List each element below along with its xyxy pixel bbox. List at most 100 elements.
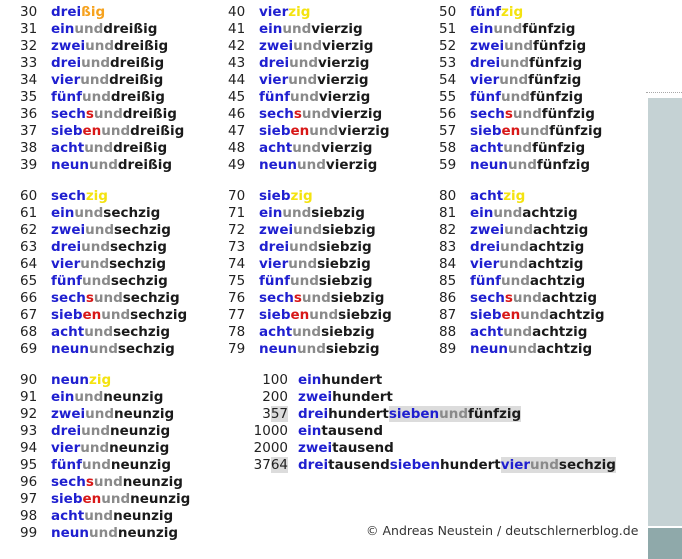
number-row: 51 einundfünfzig (439, 21, 602, 38)
word-part: sechzig (130, 307, 188, 323)
number-row: 60 sechzig (20, 188, 187, 205)
word-part: sechzig (113, 324, 171, 340)
word-part: sechzig (110, 239, 167, 255)
word-part: en (501, 123, 521, 139)
word-part: en (82, 491, 102, 507)
word-part: drei (51, 4, 82, 20)
word-part: und (292, 324, 322, 340)
word-part: siebzig (318, 273, 373, 289)
word-part: vierzig (311, 21, 363, 37)
word-part: sieb (470, 307, 502, 323)
word-part: und (504, 38, 534, 54)
word-part: vierzig (325, 157, 378, 173)
number-numeral: 87 (439, 307, 457, 323)
number-word: einundsechzig (51, 205, 160, 221)
number-numeral: 40 (228, 4, 246, 20)
word-part: und (439, 406, 469, 422)
word-part: hundert (328, 406, 389, 422)
number-row: 66 sechsundsechzig (20, 290, 187, 307)
word-part: und (500, 239, 529, 255)
number-word: zweiundsechzig (51, 222, 171, 238)
word-part: und (101, 491, 131, 507)
number-word: fünfundneunzig (51, 457, 171, 473)
number-row: 34 vierunddreißig (20, 72, 184, 89)
number-word: eintausend (298, 423, 383, 439)
number-word: einundvierzig (259, 21, 363, 37)
word-part: und (289, 273, 319, 289)
word-part: drei (470, 55, 501, 71)
number-word: sechzig (51, 188, 108, 204)
word-part: und (503, 324, 533, 340)
word-part: achtzig (536, 341, 593, 357)
word-part: und (503, 140, 533, 156)
number-numeral: 58 (439, 140, 457, 156)
word-part: zwei (298, 389, 333, 405)
word-part: und (81, 55, 110, 71)
number-numeral: 88 (439, 324, 457, 340)
word-part: sieb (259, 307, 291, 323)
word-part: drei (259, 55, 290, 71)
word-part: neun (259, 157, 297, 173)
word-part: sieben (388, 406, 440, 422)
number-numeral: 75 (228, 273, 246, 289)
word-part: achtzig (549, 307, 605, 323)
word-part: achtzig (529, 273, 586, 289)
word-part: neun (51, 341, 89, 357)
number-word: achtundsechzig (51, 324, 170, 340)
word-part: sechzig (110, 273, 168, 289)
word-part: zig (290, 188, 313, 204)
number-numeral: 59 (439, 157, 457, 173)
word-part: und (293, 38, 323, 54)
word-part: neunzig (110, 457, 171, 473)
word-part: fünf (470, 273, 501, 289)
number-word: achtzig (470, 188, 525, 204)
word-part: vier (259, 256, 289, 272)
number-row: 200 zweihundert (244, 389, 616, 406)
word-part: siebzig (317, 256, 371, 272)
word-part: neun (470, 341, 508, 357)
group-30s: 30 dreißig 31 einunddreißig 32 zweiunddreißig… (20, 4, 184, 174)
number-row: 62 zweiundsechzig (20, 222, 187, 239)
group-60s: 60 sechzig 61 einundsechzig 62 zweiundsechzig… (20, 188, 187, 358)
word-part: neunzig (114, 406, 175, 422)
number-numeral: 100 (262, 372, 288, 388)
word-part: und (297, 157, 326, 173)
word-part: und (74, 389, 104, 405)
word-part: ein (51, 205, 75, 221)
number-word: zweitausend (298, 440, 394, 456)
number-numeral: 95 (20, 457, 38, 473)
number-word: sechsunddreißig (51, 106, 177, 122)
number-word: einundneunzig (51, 389, 163, 405)
word-part: neun (51, 525, 89, 541)
number-word: zweiundneunzig (51, 406, 174, 422)
word-part: zig (503, 188, 526, 204)
word-part: und (504, 222, 534, 238)
word-part: drei (470, 239, 501, 255)
number-word: dreiundsechzig (51, 239, 167, 255)
word-part: en (290, 307, 310, 323)
number-numeral: 45 (228, 89, 246, 105)
number-row: 58 achtundfünfzig (439, 140, 602, 157)
word-part: fünf (470, 4, 501, 20)
word-part: und (309, 307, 339, 323)
word-part: sech (470, 290, 505, 306)
number-word: siebzig (259, 188, 313, 204)
word-part: und (81, 89, 111, 105)
number-row: 64 vierundsechzig (20, 256, 187, 273)
word-part: und (84, 324, 114, 340)
word-part: ein (298, 423, 322, 439)
group-80s: 80 achtzig 81 einundachtzig 82 zweiundachtzig… (439, 188, 604, 358)
number-row: 50 fünfzig (439, 4, 602, 21)
word-part: drei (298, 406, 329, 422)
word-part: vier (259, 4, 289, 20)
word-part: vier (259, 72, 289, 88)
number-numeral: 57 (439, 123, 457, 139)
word-part: fünfzig (522, 21, 576, 37)
word-part: siebzig (311, 205, 365, 221)
number-row: 45 fünfundvierzig (228, 89, 390, 106)
number-word: fünfzig (470, 4, 523, 20)
number-word: fünfundfünfzig (470, 89, 583, 105)
word-part: s (504, 290, 513, 306)
number-row: 1000 eintausend (244, 423, 616, 440)
number-row: 87 siebenundachtzig (439, 307, 604, 324)
